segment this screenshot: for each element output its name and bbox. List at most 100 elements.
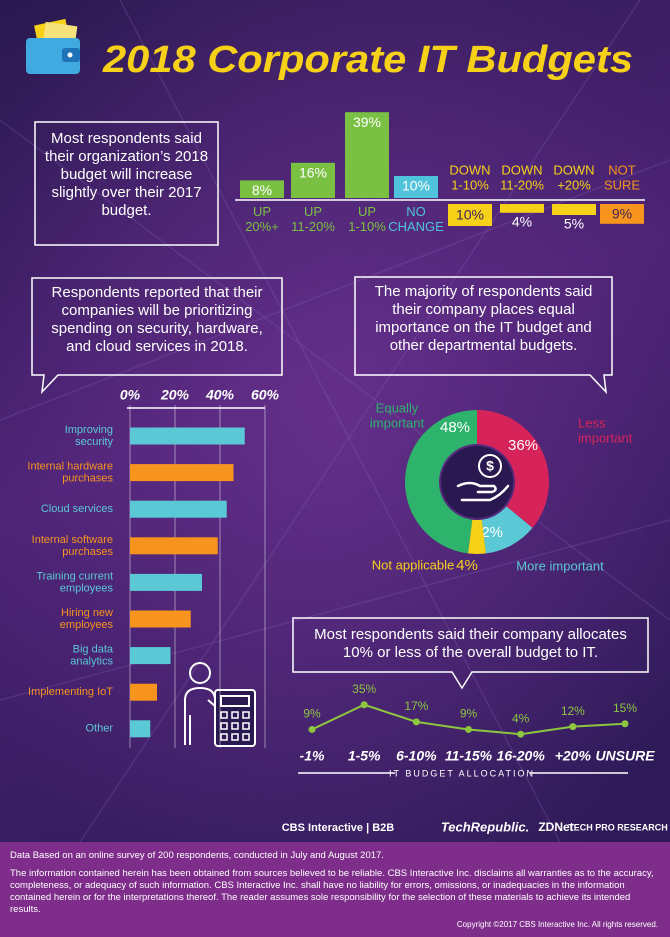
value-label: 12% [561,704,585,718]
value-label: 16% [299,165,327,181]
category-label: DOWN 1-10% [449,163,490,193]
category-label: UP 11-20% [291,204,335,234]
bar [394,176,438,198]
bar [130,500,227,518]
svg-text:$: $ [486,458,494,474]
background-lines [0,0,670,843]
x-tick-label: 6-10% [396,748,437,764]
category-label: DOWN 11-20% [500,163,544,193]
category-label: Improving security [65,424,114,448]
bar [130,427,245,445]
category-label: UP 20%+ [245,204,279,234]
callout-frame [34,121,219,246]
category-label: Big data analytics [70,644,114,668]
point [412,718,420,726]
donut-slice [481,506,533,554]
x-tick-label: +20% [555,748,592,764]
category-label: Internal software purchases [32,534,114,558]
category-label: Hiring new employees [60,607,114,631]
value-label: 8% [252,182,272,198]
value-label: 9% [460,707,478,721]
category-label: Not applicable [372,557,454,572]
footer: Data Based on an online survey of 200 re… [0,842,670,937]
value-label: 9% [612,206,632,222]
callout-text: Respondents reported that their companie… [51,284,263,355]
bar [130,573,202,591]
value-label: 35% [352,682,376,696]
category-label: More important [516,558,604,573]
bar [130,647,171,665]
bar [130,720,151,738]
category-label: Other [85,723,113,735]
point [621,720,629,728]
value-label: 9% [303,707,321,721]
bar [130,610,191,628]
bar [130,464,234,482]
bar [130,683,157,701]
donut-center-icon: $ [441,446,513,518]
category-label: NO CHANGE [388,204,444,234]
category-label: NOT SURE [604,163,640,193]
person-illustration [184,662,256,747]
bar [448,204,492,226]
bar [240,180,284,198]
value-label: 36% [508,437,538,454]
page-title: 2018 Corporate IT Budgets [102,39,633,81]
callout-text: Most respondents said their company allo… [314,626,627,661]
category-label: Less important [578,416,633,446]
callout-frame [31,277,283,395]
x-tick-label: 40% [205,387,235,403]
logo: TECH PRO RESEARCH [568,822,668,832]
x-tick-label: 1-5% [348,748,381,764]
survey-note: Data Based on an online survey of 200 re… [10,850,384,861]
x-tick-label: 60% [251,387,280,403]
x-tick-label: 0% [120,387,141,403]
category-label: Training current employees [36,570,113,594]
x-tick-label: 20% [160,387,190,403]
point [517,730,525,738]
bar [130,537,218,555]
value-label: 10% [456,207,484,223]
callout-frame [292,617,649,690]
copyright: Copyright ©2017 CBS Interactive Inc. All… [456,920,658,929]
wallet-icon [26,18,80,74]
x-tick-label: -1% [300,748,325,764]
x-tick-label: 16-20% [497,748,546,764]
donut-slice [405,410,477,554]
value-label: 4% [512,711,530,725]
logo: TechRepublic. [441,819,529,834]
x-axis-label: IT BUDGET ALLOCATION [389,768,535,778]
callout-frame [354,276,613,395]
bar [291,162,335,198]
x-tick-label: 11-15% [445,748,493,764]
category-label: Internal hardware purchases [27,461,113,485]
value-label: 4% [456,557,478,574]
point [465,725,472,733]
value-label: 10% [402,178,430,194]
value-label: 15% [613,701,637,715]
donut-slice [467,519,487,555]
value-label: 48% [440,419,470,436]
bar [345,112,389,198]
category-label: DOWN +20% [553,163,594,193]
bar [552,204,596,215]
value-label: 5% [564,216,584,232]
logo: CBS Interactive | B2B [282,822,395,834]
point [360,701,368,709]
value-label: 17% [404,699,428,713]
callout-text: Most respondents said their organization… [44,130,209,219]
x-tick-label: UNSURE [595,748,655,764]
callout-text: The majority of respondents said their c… [374,283,593,354]
disclaimer: The information contained herein has bee… [10,868,654,915]
bar [600,204,644,224]
logo: ZDNet [538,820,573,834]
bar [500,204,544,213]
category-label: UP 1-10% [348,204,386,234]
donut-slice [477,410,549,528]
point [569,723,577,731]
category-label: Equally important [370,401,425,431]
value-label: 39% [353,114,381,130]
